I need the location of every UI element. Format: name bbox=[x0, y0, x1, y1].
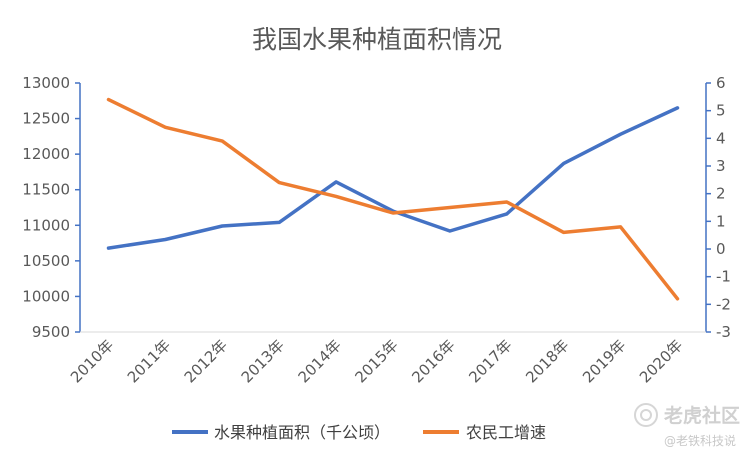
series-line-1 bbox=[106, 97, 680, 301]
x-tick-label: 2016年 bbox=[408, 336, 458, 386]
right-tick-label: 1 bbox=[716, 212, 726, 230]
left-tick-label: 11500 bbox=[22, 181, 70, 199]
legend-label-planting-area: 水果种植面积（千公顷） bbox=[214, 423, 390, 442]
watermark: 老虎社区 @老铁科技说 bbox=[634, 403, 740, 448]
x-tick-label: 2013年 bbox=[238, 336, 288, 386]
x-tick-label: 2017年 bbox=[465, 336, 515, 386]
watermark-handle: @老铁科技说 bbox=[664, 433, 736, 448]
right-tick-label: 6 bbox=[716, 74, 726, 92]
right-tick-label: 5 bbox=[716, 102, 726, 120]
right-tick-label: -2 bbox=[716, 295, 731, 313]
right-tick-label: 0 bbox=[716, 240, 726, 258]
x-tick-label: 2010年 bbox=[67, 336, 117, 386]
left-axis-ticks: 13000 12500 12000 11500 11000 10500 10000 9500 bbox=[22, 74, 80, 341]
x-axis-ticks: 2010年 2011年 2012年 2013年 2014年 2015年 2016年 2017年… bbox=[67, 336, 686, 386]
right-axis-ticks: 6 5 4 3 2 1 0 -1 -2 -3 bbox=[706, 74, 731, 341]
right-tick-label: -1 bbox=[716, 268, 731, 286]
left-tick-label: 9500 bbox=[32, 323, 70, 341]
left-tick-label: 11000 bbox=[22, 216, 70, 234]
left-tick-label: 10500 bbox=[22, 252, 70, 270]
right-tick-label: 3 bbox=[716, 157, 726, 175]
series-line-0 bbox=[106, 106, 680, 250]
x-tick-label: 2019年 bbox=[579, 336, 629, 386]
right-tick-label: 2 bbox=[716, 185, 726, 203]
legend: 水果种植面积（千公顷） 农民工增速 bbox=[172, 423, 546, 442]
legend-label-worker-growth: 农民工增速 bbox=[466, 423, 546, 442]
watermark-brand: 老虎社区 bbox=[664, 404, 740, 427]
right-tick-label: -3 bbox=[716, 323, 731, 341]
left-tick-label: 13000 bbox=[22, 74, 70, 92]
x-tick-label: 2012年 bbox=[181, 336, 231, 386]
series-lines bbox=[106, 97, 680, 301]
left-tick-label: 12500 bbox=[22, 110, 70, 128]
left-tick-label: 10000 bbox=[22, 287, 70, 305]
x-tick-label: 2018年 bbox=[522, 336, 572, 386]
x-tick-label: 2015年 bbox=[351, 336, 401, 386]
chart-title: 我国水果种植面积情况 bbox=[252, 25, 502, 54]
tiger-logo-icon bbox=[634, 403, 658, 427]
x-tick-label: 2014年 bbox=[295, 336, 345, 386]
left-tick-label: 12000 bbox=[22, 145, 70, 163]
right-tick-label: 4 bbox=[716, 129, 726, 147]
x-tick-label: 2020年 bbox=[636, 336, 686, 386]
x-tick-label: 2011年 bbox=[124, 336, 174, 386]
